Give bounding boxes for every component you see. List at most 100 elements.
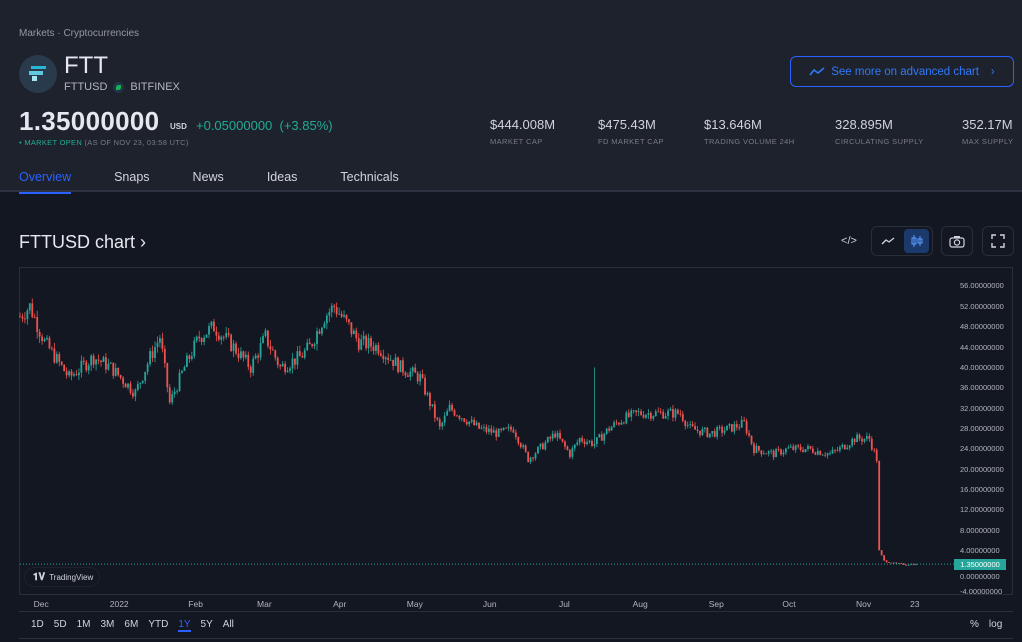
range-6m[interactable]: 6M: [124, 619, 139, 630]
candle: [546, 436, 549, 444]
candle-body: [114, 367, 117, 376]
candle-body: [311, 344, 314, 347]
candle-body: [46, 337, 48, 340]
exchange[interactable]: BITFINEX: [130, 81, 180, 93]
log-scale-button[interactable]: log: [988, 619, 1003, 630]
candle: [188, 354, 191, 363]
candle: [124, 382, 127, 388]
candle: [335, 302, 338, 318]
candle-body: [708, 433, 711, 438]
candle: [797, 443, 800, 449]
candle: [114, 363, 117, 377]
candle: [421, 369, 424, 380]
candle: [900, 562, 903, 565]
candle-body: [512, 429, 515, 433]
candle: [537, 446, 539, 454]
candle: [799, 443, 802, 452]
candle: [684, 419, 687, 430]
range-ytd[interactable]: YTD: [148, 619, 169, 630]
candle: [75, 370, 78, 376]
candle: [244, 351, 247, 360]
candle: [851, 437, 854, 448]
candle: [80, 355, 83, 378]
candle-body: [409, 371, 412, 377]
candle-body: [566, 446, 569, 450]
range-5d[interactable]: 5D: [53, 619, 67, 630]
candle-body: [419, 374, 422, 382]
stat-value: 352.17M: [962, 117, 1013, 132]
candle-body: [441, 422, 444, 427]
fullscreen-button[interactable]: [982, 226, 1014, 256]
candle-body: [534, 453, 537, 459]
tab-snaps[interactable]: Snaps: [114, 170, 150, 184]
candle-body: [100, 360, 102, 363]
candle: [743, 416, 746, 422]
tab-ideas[interactable]: Ideas: [266, 170, 298, 184]
candle-body: [267, 330, 269, 347]
candle-body: [586, 442, 588, 445]
candle: [46, 335, 48, 341]
candle: [161, 332, 164, 353]
candle-body: [502, 427, 505, 430]
candle: [622, 421, 625, 425]
snapshot-button[interactable]: [941, 226, 973, 256]
x-tick-label: Dec: [33, 599, 49, 609]
candle: [117, 367, 120, 377]
chart-area[interactable]: [19, 267, 1013, 595]
candle-body: [485, 426, 488, 432]
candle-body: [75, 374, 78, 376]
candle-body: [505, 427, 507, 429]
percent-scale-button[interactable]: %: [970, 619, 979, 630]
candle: [539, 443, 542, 450]
candle-body: [811, 448, 814, 453]
candle-body: [735, 424, 738, 428]
chart-title[interactable]: FTTUSD chart ›: [19, 232, 147, 252]
advanced-chart-button[interactable]: See more on advanced chart ›: [790, 56, 1014, 87]
candle: [85, 359, 88, 373]
candle: [782, 449, 785, 457]
range-1d[interactable]: 1D: [31, 619, 44, 630]
candle-body: [247, 354, 250, 367]
candle-body: [743, 419, 746, 421]
candle: [183, 365, 186, 372]
candle-body: [168, 387, 171, 403]
candle: [610, 425, 613, 431]
tab-technicals[interactable]: Technicals: [340, 170, 399, 184]
range-all[interactable]: All: [222, 619, 234, 630]
y-tick-label: 4.00000000: [960, 546, 1000, 556]
range-3m[interactable]: 3M: [100, 619, 115, 630]
range-1m[interactable]: 1M: [76, 619, 91, 630]
candle-body: [915, 564, 917, 565]
embed-code-icon[interactable]: </>: [841, 235, 857, 247]
candle-body: [58, 354, 61, 362]
stat-label: TRADING VOLUME 24H: [704, 137, 795, 146]
candle: [846, 444, 849, 450]
candle-style-button[interactable]: [904, 229, 929, 253]
tab-overview[interactable]: Overview: [19, 170, 72, 194]
candle-body: [797, 445, 800, 447]
range-1y[interactable]: 1Y: [178, 619, 191, 632]
candle-body: [303, 350, 306, 358]
candle-body: [907, 564, 910, 566]
candle: [463, 418, 466, 423]
candle-body: [544, 442, 547, 450]
candle: [365, 333, 368, 351]
line-style-button[interactable]: [875, 229, 900, 253]
candle: [127, 383, 129, 390]
candle-body: [853, 438, 856, 443]
tab-news[interactable]: News: [192, 170, 224, 184]
candle: [544, 440, 547, 451]
tradingview-watermark[interactable]: 𝟏𝐕 TradingView: [24, 567, 100, 587]
candle: [775, 447, 777, 458]
candle-body: [26, 310, 29, 320]
breadcrumb[interactable]: Markets · Cryptocurrencies: [19, 28, 140, 39]
candle-body: [402, 360, 404, 373]
candle: [856, 432, 858, 443]
candle-body: [834, 449, 836, 451]
candle: [809, 445, 812, 450]
candle-body: [63, 364, 66, 372]
candle: [603, 432, 606, 445]
candle: [713, 428, 716, 438]
candle: [566, 445, 569, 451]
range-5y[interactable]: 5Y: [200, 619, 213, 630]
